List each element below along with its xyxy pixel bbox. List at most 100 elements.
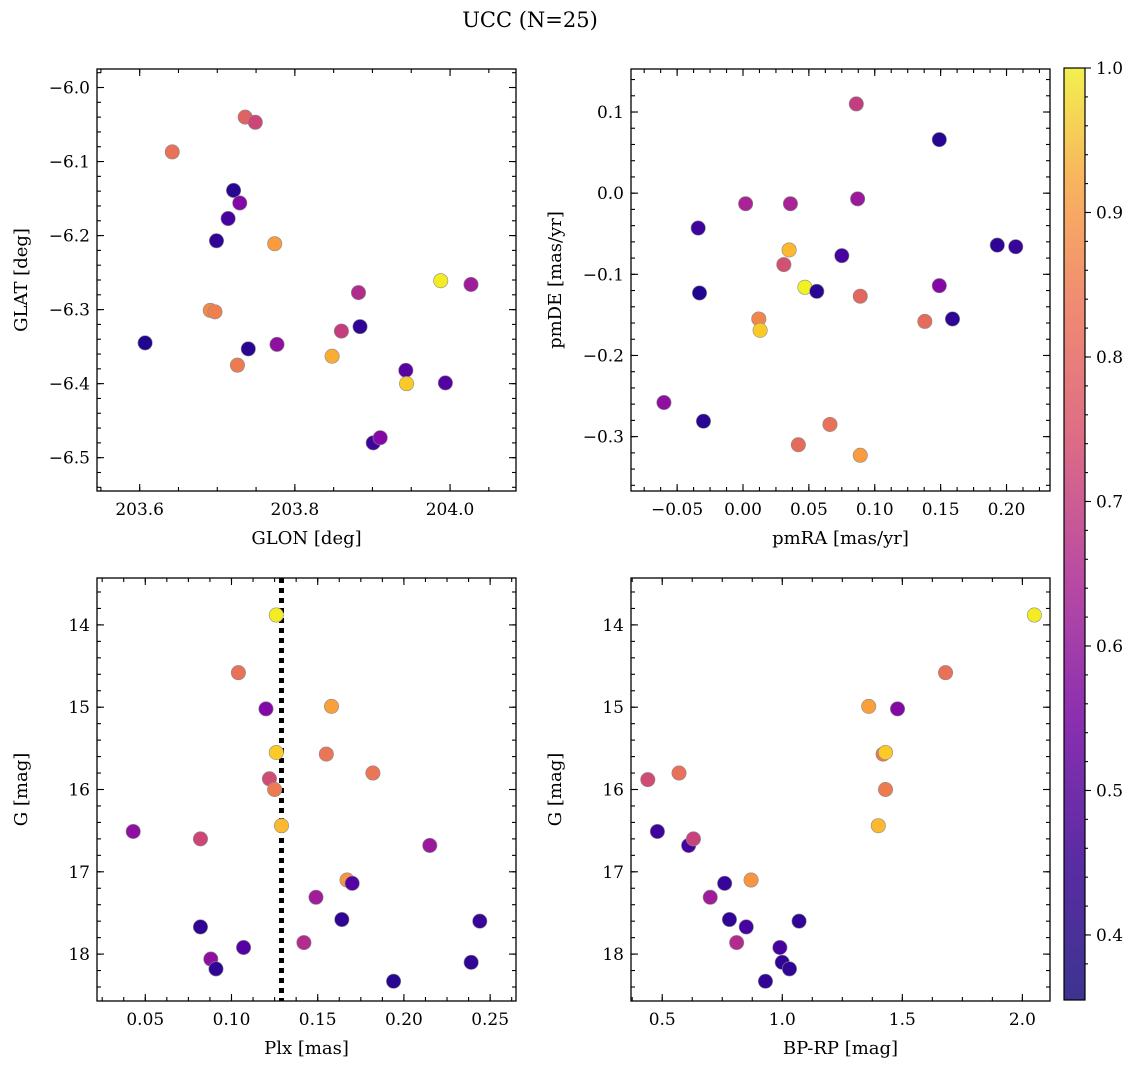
plot-frame [96,68,517,492]
data-point [318,746,334,762]
y-tick-label: 16 [602,781,624,801]
data-point [782,196,798,212]
data-point [437,375,453,391]
data-point [781,961,797,977]
x-tick-label: 1.0 [769,1010,796,1030]
data-point [398,362,414,378]
data-point [296,935,312,951]
data-point [125,823,141,839]
y-tick-label: 17 [602,863,624,883]
data-point [852,288,868,304]
x-tick-label: 203.6 [115,500,164,520]
data-point [273,818,289,834]
x-tick-label: 0.05 [790,500,828,520]
data-point [232,195,248,211]
data-point [258,701,274,717]
x-tick-label: 0.15 [922,500,960,520]
colorbar-tick-label: 0.7 [1096,492,1123,512]
data-point [1026,607,1042,623]
data-point [324,348,340,364]
y-tick-label: 14 [602,616,624,636]
data-point [861,698,877,714]
data-point [350,285,366,301]
data-point [878,781,894,797]
data-point [850,191,866,207]
colorbar-tick-label: 0.8 [1096,348,1123,368]
data-point [757,973,773,989]
y-axis-label: GLAT [deg] [11,228,32,332]
y-tick-label: 18 [602,945,624,965]
data-point [729,935,745,951]
data-point [433,273,449,289]
y-tick-label: −6.2 [49,227,90,247]
x-tick-label: 0.20 [988,500,1026,520]
data-point [372,430,388,446]
data-point [931,278,947,294]
x-axis-label: BP-RP [mag] [783,1038,898,1059]
x-tick-label: 2.0 [1009,1010,1036,1030]
data-point [931,132,947,148]
y-tick-label: −0.3 [583,428,624,448]
plot-frame [630,577,1051,1002]
data-point [822,416,838,432]
y-axis-label: pmDE [mas/yr] [545,211,566,349]
y-tick-label: 18 [68,945,90,965]
y-tick-label: 15 [602,698,624,718]
data-point [671,765,687,781]
y-tick-label: −6.1 [49,153,90,173]
data-point [870,818,886,834]
data-point [463,954,479,970]
data-point [944,311,960,327]
x-tick-label: 0.5 [649,1010,676,1030]
y-tick-label: 0.0 [597,184,624,204]
x-tick-label: 0.05 [126,1010,164,1030]
data-point [656,395,672,411]
data-point [790,437,806,453]
colorbar-tick-label: 1.0 [1096,59,1123,79]
data-point [208,233,224,249]
colorbar-tick-label: 0.4 [1096,926,1123,946]
data-point [685,831,701,847]
x-tick-label: 1.5 [889,1010,916,1030]
y-axis-label: G [mag] [545,753,566,826]
x-tick-label: 204.0 [426,500,475,520]
data-point [772,940,788,956]
colorbar-tick-label: 0.6 [1096,637,1123,657]
data-point [334,912,350,928]
data-point [852,447,868,463]
x-tick-label: 0.10 [213,1010,251,1030]
y-tick-label: 15 [68,698,90,718]
x-axis-label: pmRA [mas/yr] [772,528,909,549]
data-point [917,313,933,329]
data-point [230,665,246,681]
data-point [236,940,252,956]
data-point [463,276,479,292]
data-point [333,323,349,339]
data-point [738,196,754,212]
data-point [878,744,894,760]
data-point [717,875,733,891]
data-point [738,919,754,935]
panel-pmra-pmde: −0.05 0.00 0.05 0.10 0.15 0.20 −0.3 −0.2 −0.1 0.0… [545,68,1051,549]
data-point [352,319,368,335]
y-tick-label: −6.5 [49,449,90,469]
data-point [649,823,665,839]
colorbar-tick-label: 0.9 [1096,203,1123,223]
panel-plx-g: 0.05 0.10 0.15 0.20 0.25 14 15 16 17 18 Plx [mas] G… [11,577,517,1059]
data-point [989,237,1005,253]
y-tick-label: −6.3 [49,301,90,321]
data-point [692,285,708,301]
data-point [781,242,797,258]
data-point [690,220,706,236]
data-point [809,283,825,299]
data-point [164,144,180,160]
y-tick-label: −6.4 [49,375,90,395]
y-tick-label: 14 [68,616,90,636]
data-point [834,248,850,264]
data-point [308,889,324,905]
data-point [386,973,402,989]
y-tick-label: 0.1 [597,103,624,123]
x-tick-label: −0.05 [651,500,703,520]
plot-frame [630,68,1051,492]
